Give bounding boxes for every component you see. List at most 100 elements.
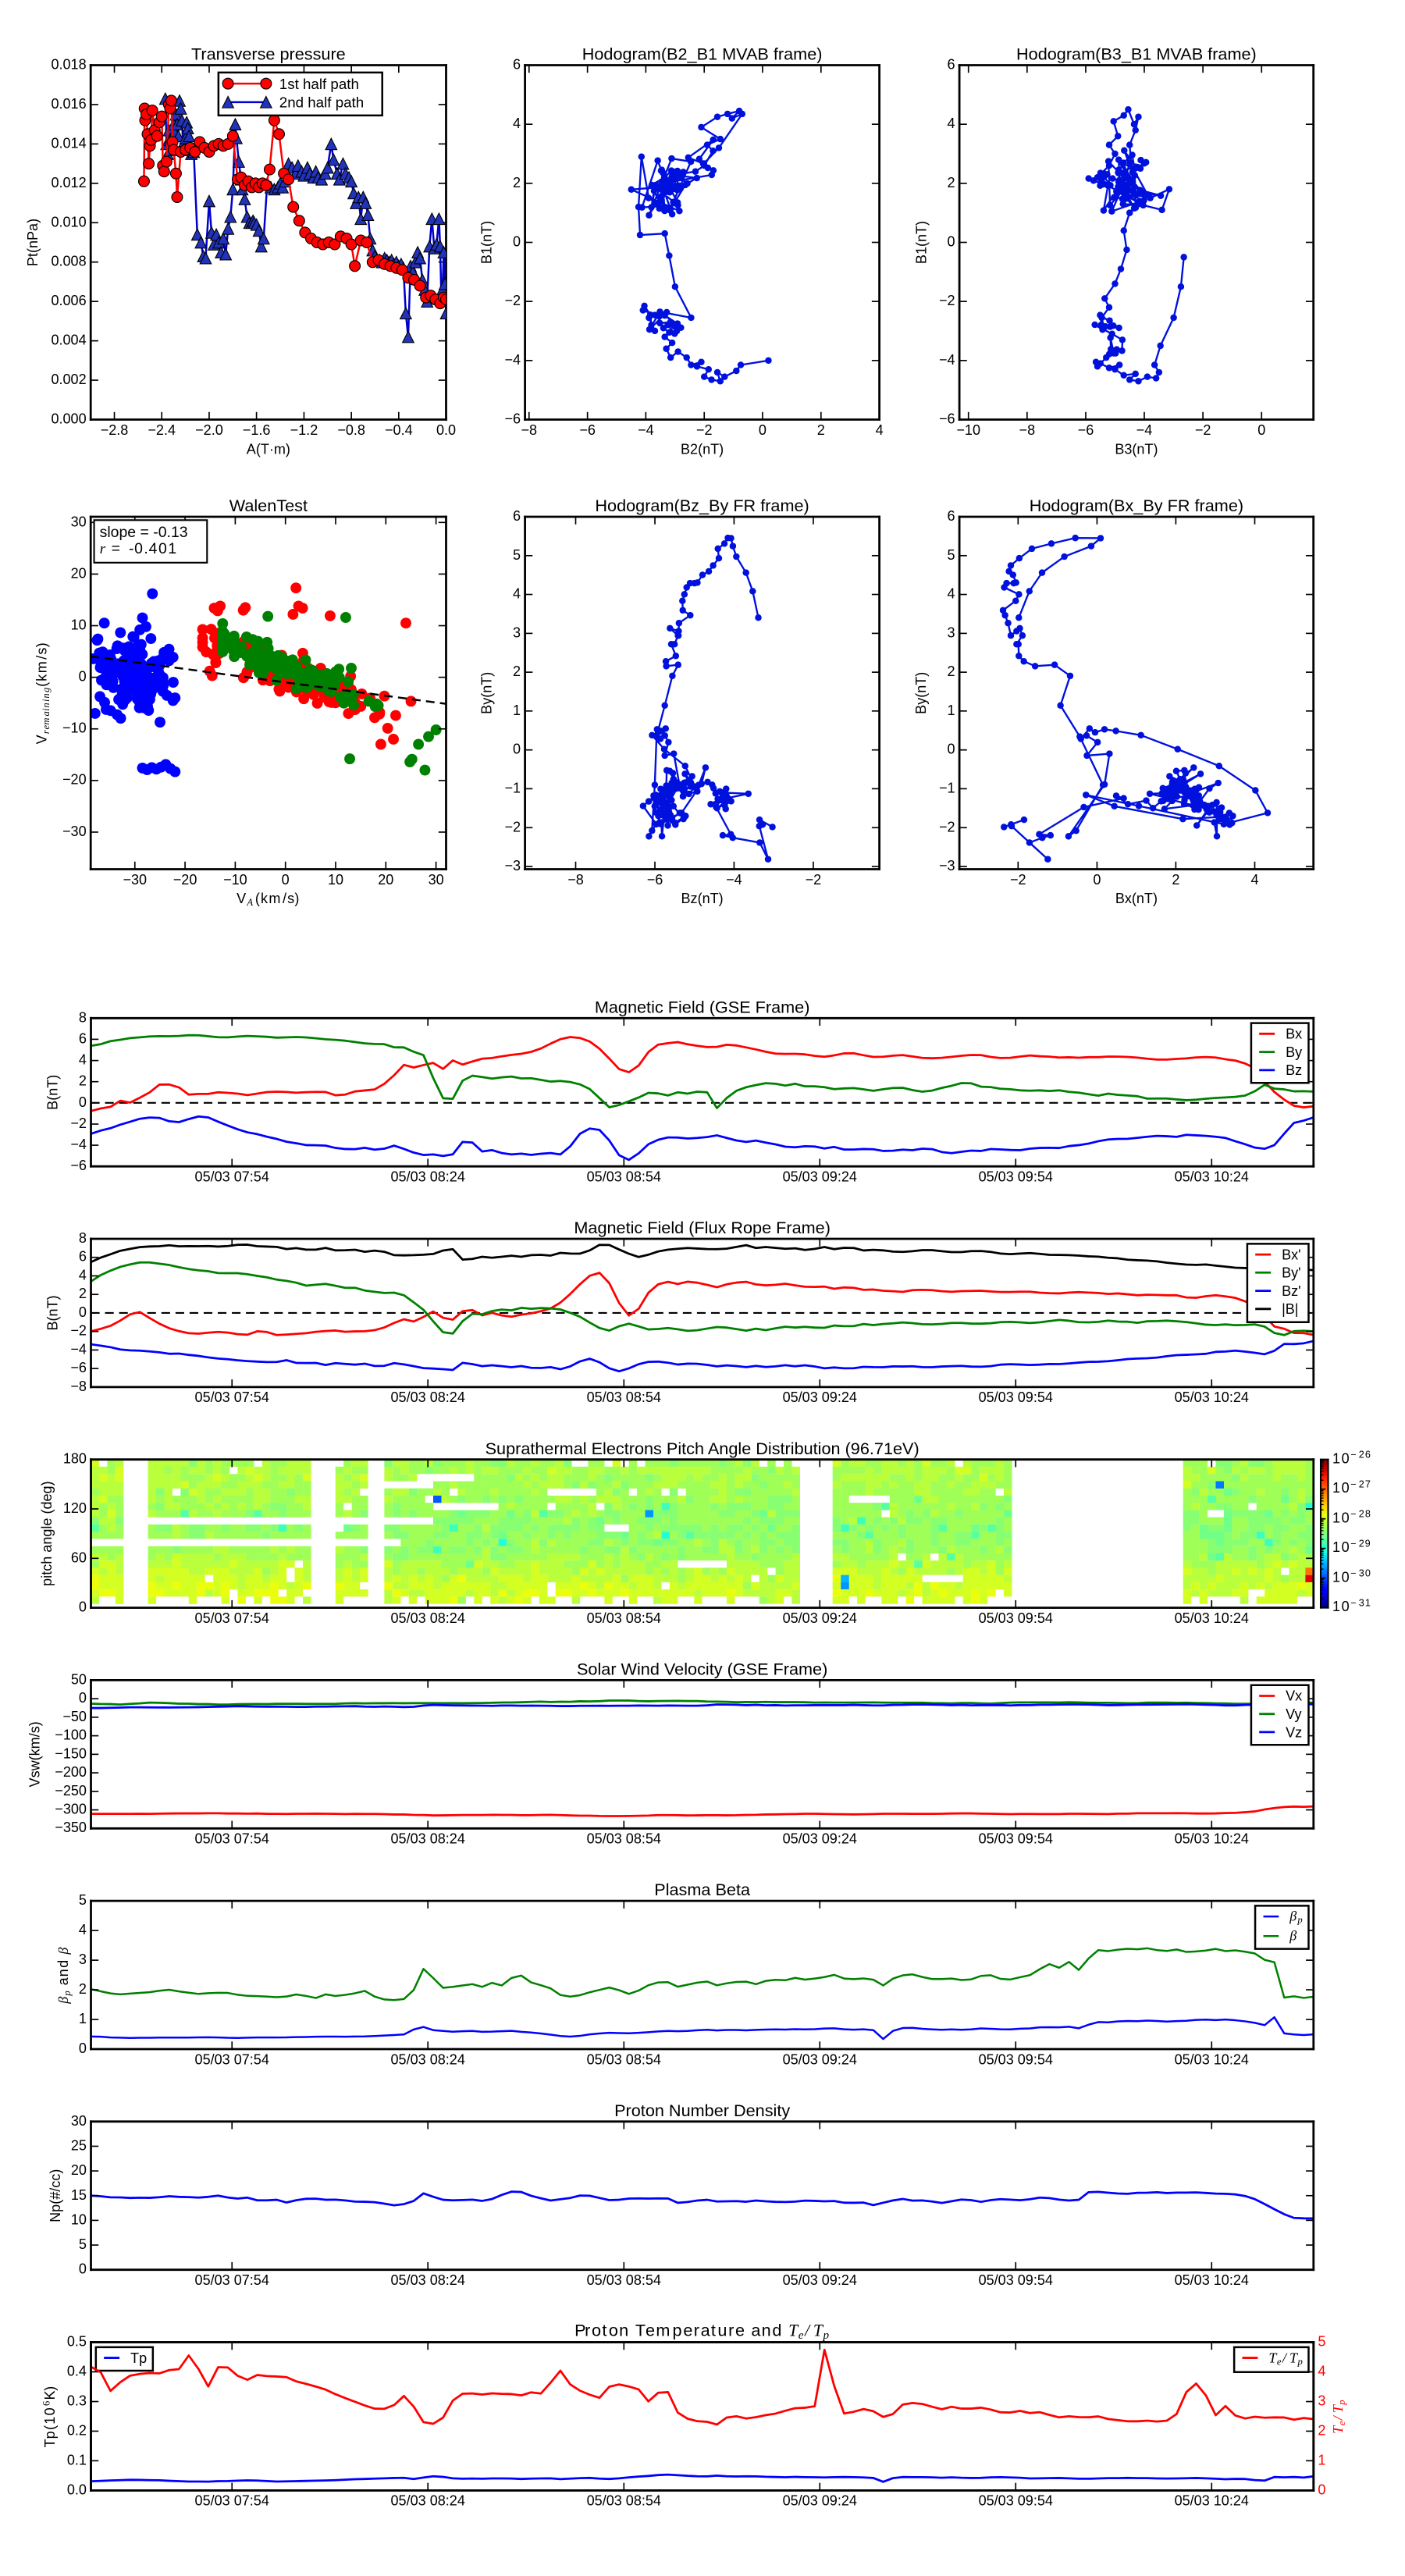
svg-text:05/03 08:24: 05/03 08:24 — [391, 1169, 465, 1184]
svg-text:4: 4 — [513, 586, 521, 602]
svg-text:05/03 09:24: 05/03 09:24 — [783, 2051, 857, 2067]
svg-text:−200: −200 — [55, 1764, 87, 1780]
svg-text:−6: −6 — [579, 422, 596, 438]
svg-text:−4: −4 — [504, 352, 521, 368]
svg-text:30: 30 — [71, 514, 87, 529]
svg-text:−30: −30 — [123, 872, 147, 888]
svg-text:−10: −10 — [62, 720, 87, 736]
svg-text:05/03 09:54: 05/03 09:54 — [979, 2051, 1053, 2067]
svg-text:05/03 08:54: 05/03 08:54 — [587, 2051, 661, 2067]
svg-text:β β p: β β p a n d — [52, 1912, 74, 2005]
svg-text:−4: −4 — [1136, 422, 1153, 438]
svg-text:60: 60 — [71, 1550, 87, 1565]
svg-text:Solar Wind Velocity (GSE Frame: Solar Wind Velocity (GSE Frame) — [577, 1659, 827, 1678]
svg-text:Proton Number Density: Proton Number Density — [614, 2101, 790, 2120]
svg-text:05/03 10:24: 05/03 10:24 — [1175, 1389, 1249, 1405]
svg-text:−6: −6 — [504, 411, 521, 427]
svg-text:T / T e: T / T e p — [1327, 2370, 1349, 2434]
svg-text:5: 5 — [513, 547, 521, 563]
svg-text:−4: −4 — [70, 1137, 87, 1152]
svg-text:Bz: Bz — [1286, 1062, 1302, 1078]
svg-text:0: 0 — [282, 872, 290, 888]
svg-text:−2: −2 — [939, 819, 955, 834]
svg-text:2: 2 — [513, 175, 521, 190]
svg-text:−20: −20 — [173, 872, 197, 888]
svg-text:20: 20 — [71, 565, 87, 581]
svg-text:0: 0 — [947, 233, 955, 249]
svg-text:5: 5 — [1318, 2333, 1325, 2349]
svg-text:05/03 09:54: 05/03 09:54 — [979, 2493, 1053, 2509]
svg-text:1 0 −: 1 0 − 3 0 — [1332, 1560, 1405, 1585]
svg-text:−30: −30 — [62, 824, 87, 839]
svg-text:0.016: 0.016 — [51, 96, 86, 112]
svg-text:Magnetic Field (GSE Frame): Magnetic Field (GSE Frame) — [595, 997, 810, 1016]
svg-text:P r o t: P r o t o n T e m p e r a t u r e a n d … — [574, 2320, 855, 2343]
svg-text:By(nT): By(nT) — [913, 672, 929, 714]
svg-text:2: 2 — [1318, 2422, 1325, 2438]
svg-text:A(T·m): A(T·m) — [247, 441, 290, 457]
svg-text:0.1: 0.1 — [67, 2452, 87, 2467]
svg-text:4: 4 — [876, 422, 884, 438]
svg-text:5: 5 — [79, 2236, 87, 2252]
svg-text:05/03 10:24: 05/03 10:24 — [1175, 2051, 1249, 2067]
svg-text:Bx(nT): Bx(nT) — [1115, 891, 1158, 906]
svg-text:−8: −8 — [567, 872, 584, 888]
svg-text:−10: −10 — [956, 422, 980, 438]
svg-text:0.002: 0.002 — [51, 372, 86, 387]
svg-text:Np(#/cc): Np(#/cc) — [48, 2169, 63, 2222]
svg-text:0.018: 0.018 — [51, 56, 86, 72]
svg-text:−2: −2 — [504, 293, 521, 308]
svg-text:05/03 08:54: 05/03 08:54 — [587, 1831, 661, 1847]
svg-text:2: 2 — [79, 1981, 87, 1997]
svg-text:−50: −50 — [62, 1709, 87, 1724]
svg-text:05/03 09:54: 05/03 09:54 — [979, 1610, 1053, 1626]
svg-text:Hodogram(Bx_By FR frame): Hodogram(Bx_By FR frame) — [1030, 496, 1243, 515]
svg-text:−4: −4 — [70, 1341, 87, 1357]
svg-text:2: 2 — [79, 1286, 87, 1301]
svg-text:0.004: 0.004 — [51, 333, 86, 348]
svg-text:V ( k m: V ( k m / s ) A — [237, 888, 334, 909]
svg-text:05/03 08:24: 05/03 08:24 — [391, 1610, 465, 1626]
svg-text:Vy: Vy — [1286, 1706, 1301, 1722]
svg-text:Bx': Bx' — [1282, 1247, 1301, 1262]
svg-text:05/03 08:54: 05/03 08:54 — [587, 1610, 661, 1626]
svg-text:05/03 08:24: 05/03 08:24 — [391, 1831, 465, 1847]
svg-text:−2: −2 — [504, 819, 521, 834]
svg-text:0: 0 — [79, 1304, 87, 1320]
svg-text:0: 0 — [513, 742, 521, 757]
svg-text:2: 2 — [1172, 872, 1179, 888]
svg-text:−2.4: −2.4 — [148, 422, 176, 438]
svg-text:Transverse pressure: Transverse pressure — [191, 44, 346, 64]
svg-text:05/03 09:54: 05/03 09:54 — [979, 2272, 1053, 2288]
svg-text:B(nT): B(nT) — [45, 1075, 61, 1110]
svg-text:Hodogram(B3_B1 MVAB frame): Hodogram(B3_B1 MVAB frame) — [1016, 44, 1257, 64]
svg-text:−2: −2 — [1195, 422, 1211, 438]
svg-text:1: 1 — [1318, 2452, 1325, 2467]
svg-text:0.008: 0.008 — [51, 254, 86, 269]
svg-text:2: 2 — [947, 664, 955, 679]
svg-text:3: 3 — [947, 624, 955, 640]
svg-text:05/03 09:54: 05/03 09:54 — [979, 1389, 1053, 1405]
svg-text:−1: −1 — [939, 780, 955, 795]
svg-text:05/03 09:24: 05/03 09:24 — [783, 2493, 857, 2509]
svg-text:25: 25 — [71, 2137, 87, 2153]
svg-text:4: 4 — [947, 116, 955, 131]
svg-text:1 0 −: 1 0 − 3 1 — [1332, 1590, 1405, 1615]
svg-text:−350: −350 — [55, 1820, 87, 1835]
svg-text:05/03 09:24: 05/03 09:24 — [783, 2272, 857, 2288]
svg-text:T p ( 1: T p ( 1 0 K ) 6 — [34, 2351, 59, 2447]
svg-text:6: 6 — [947, 56, 955, 72]
svg-text:β p: β p — [1289, 1905, 1332, 1927]
svg-text:−2: −2 — [696, 422, 713, 438]
svg-text:20: 20 — [378, 872, 393, 888]
svg-text:0: 0 — [79, 2261, 87, 2277]
svg-text:05/03 10:24: 05/03 10:24 — [1175, 2272, 1249, 2288]
svg-text:15: 15 — [71, 2187, 87, 2203]
svg-text:4: 4 — [1318, 2363, 1325, 2379]
svg-text:8: 8 — [79, 1009, 87, 1025]
svg-text:1: 1 — [513, 703, 521, 718]
svg-text:05/03 09:24: 05/03 09:24 — [783, 1169, 857, 1184]
svg-text:3: 3 — [1318, 2393, 1325, 2408]
svg-text:−6: −6 — [1078, 422, 1094, 438]
svg-text:0: 0 — [79, 2041, 87, 2056]
